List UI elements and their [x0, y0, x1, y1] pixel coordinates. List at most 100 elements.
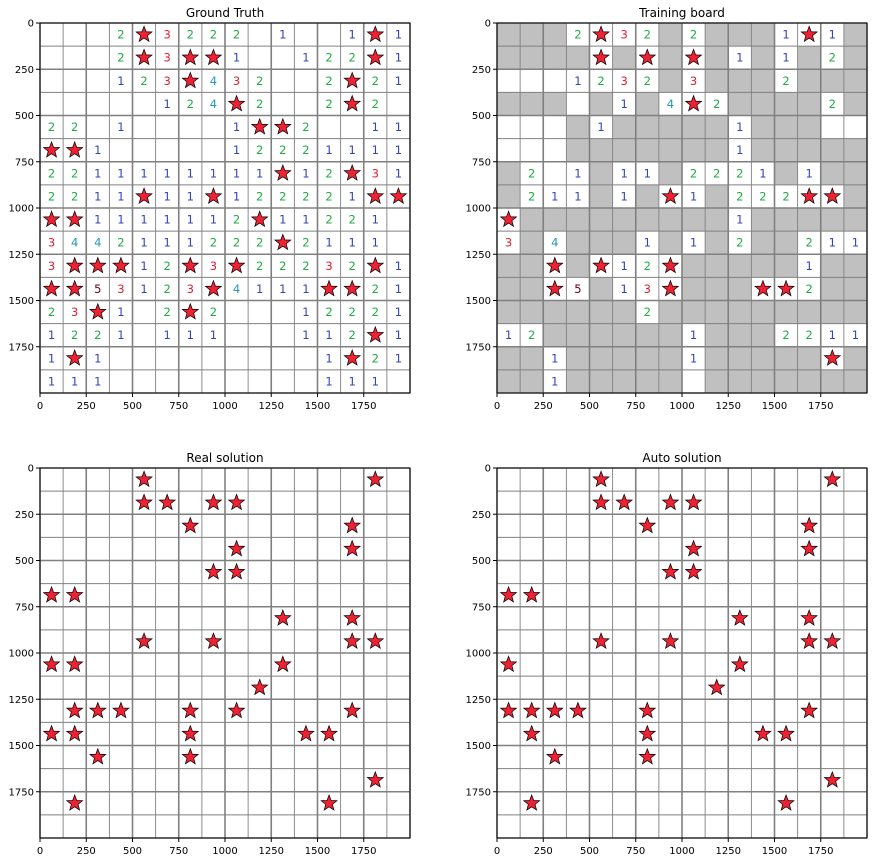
unknown-cell	[658, 46, 682, 70]
mine-star	[42, 210, 61, 228]
unknown-cell	[751, 46, 775, 70]
unknown-cell	[497, 184, 521, 208]
cell-number: 1	[256, 166, 263, 180]
mine-star	[88, 302, 107, 320]
unknown-cell	[543, 208, 567, 232]
unknown-cell	[635, 346, 659, 370]
unknown-cell	[589, 231, 613, 255]
unknown-cell	[843, 254, 867, 278]
cell-number: 1	[164, 189, 171, 203]
cell-number: 1	[279, 213, 286, 227]
cell-number: 2	[302, 120, 309, 134]
unknown-cell	[751, 369, 775, 393]
mine-star	[42, 279, 61, 297]
unknown-cell	[682, 254, 706, 278]
mine-star	[800, 516, 819, 534]
unknown-cell	[658, 346, 682, 370]
cell-number: 2	[806, 328, 813, 342]
cell-number: 2	[372, 351, 379, 365]
unknown-cell	[705, 208, 729, 232]
unknown-cell	[520, 208, 544, 232]
cell-number: 2	[644, 259, 651, 273]
unknown-cell	[705, 323, 729, 347]
cell-number: 1	[302, 282, 309, 296]
unknown-cell	[820, 300, 844, 324]
mine-star	[366, 256, 385, 274]
y-tick-label: 1500	[466, 741, 491, 752]
cell-number: 1	[395, 74, 402, 88]
cell-number: 1	[140, 236, 147, 250]
mine-star	[707, 678, 726, 696]
mine-star	[823, 187, 842, 204]
unknown-cell	[728, 369, 752, 393]
unknown-cell	[520, 346, 544, 370]
unknown-cell	[820, 208, 844, 232]
cell-number: 2	[759, 189, 766, 203]
unknown-cell	[843, 184, 867, 208]
x-tick-label: 0	[494, 846, 500, 857]
cell-number: 4	[667, 97, 674, 111]
mine-star	[88, 701, 107, 719]
mine-star	[65, 279, 84, 297]
mine-star	[273, 608, 292, 626]
unknown-cell	[658, 208, 682, 232]
cell-number: 1	[372, 374, 379, 388]
mine-star	[545, 701, 564, 719]
mine-star	[661, 187, 680, 204]
cell-number: 1	[140, 213, 147, 227]
cell-number: 1	[621, 97, 628, 111]
unknown-cell	[520, 92, 544, 116]
mine-star	[661, 256, 680, 274]
mine-star	[250, 678, 269, 696]
cell-number: 1	[349, 189, 356, 203]
mine-star	[65, 348, 84, 366]
unknown-cell	[843, 277, 867, 301]
cell-number: 1	[210, 166, 217, 180]
mine-star	[112, 701, 130, 719]
y-tick-label: 1500	[9, 741, 34, 752]
cell-number: 1	[551, 189, 558, 203]
panel-title: Training board	[638, 6, 725, 20]
unknown-cell	[774, 92, 798, 116]
cell-number: 3	[210, 259, 217, 273]
mine-star	[499, 655, 518, 673]
x-tick-label: 500	[123, 846, 142, 857]
mine-star	[366, 632, 385, 649]
cell-number: 2	[325, 213, 332, 227]
cell-number: 3	[48, 259, 55, 273]
unknown-cell	[497, 92, 521, 116]
cell-number: 3	[621, 28, 628, 42]
mine-star	[800, 632, 819, 649]
unknown-cell	[797, 69, 821, 93]
cell-number: 1	[505, 328, 512, 342]
mine-star	[135, 187, 153, 204]
unknown-cell	[751, 208, 775, 232]
mine-star	[777, 279, 795, 297]
unknown-cell	[843, 138, 867, 162]
unknown-cell	[589, 300, 613, 324]
unknown-cell	[566, 115, 590, 139]
unknown-cell	[589, 208, 613, 232]
y-tick-label: 1250	[466, 695, 491, 706]
cell-number: 2	[256, 189, 263, 203]
unknown-cell	[658, 115, 682, 139]
x-tick-label: 750	[626, 401, 645, 412]
cell-number: 1	[690, 236, 697, 250]
unknown-cell	[705, 69, 729, 93]
cell-number: 2	[256, 236, 263, 250]
cell-number: 2	[349, 305, 356, 319]
cell-number: 1	[395, 259, 402, 273]
unknown-cell	[658, 69, 682, 93]
unknown-cell	[728, 69, 752, 93]
cell-number: 3	[505, 236, 512, 250]
cell-number: 2	[210, 28, 217, 42]
mine-star	[227, 493, 246, 511]
cell-number: 1	[233, 51, 240, 65]
unknown-cell	[797, 46, 821, 70]
y-tick-label: 750	[472, 157, 491, 168]
cell-number: 2	[528, 166, 535, 180]
cell-number: 1	[302, 328, 309, 342]
y-tick-label: 1500	[466, 296, 491, 307]
x-tick-label: 1500	[305, 401, 330, 412]
cell-number: 2	[325, 74, 332, 88]
